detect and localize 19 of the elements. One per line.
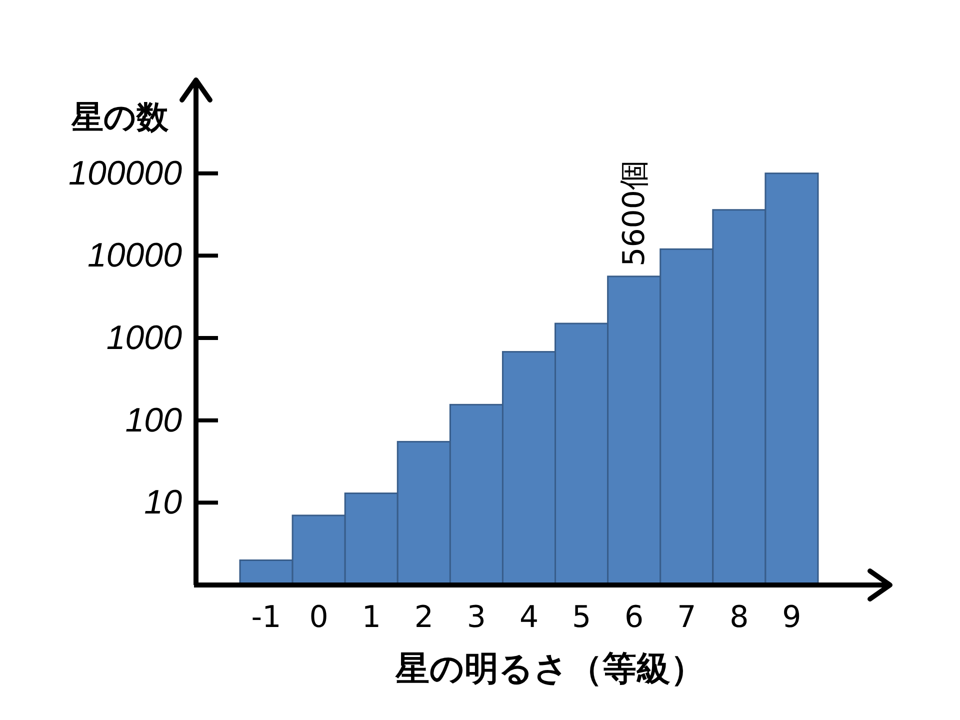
y-tick-label: 100000 [68, 154, 182, 192]
x-tick-label: 6 [624, 600, 644, 635]
x-tick-label: -1 [251, 600, 282, 635]
y-tick-label: 10000 [87, 236, 182, 275]
x-tick-label: 3 [466, 600, 486, 635]
y-axis-title: 星の数 [70, 98, 170, 136]
x-tick-label: 5 [572, 600, 592, 635]
y-tick-label: 100 [125, 401, 182, 440]
x-tick-label: 9 [782, 600, 802, 635]
x-axis-title: 星の明るさ（等級） [394, 649, 704, 689]
x-tick-label: 2 [414, 600, 434, 635]
x-tick-label: 8 [730, 600, 749, 635]
x-tick-label: 0 [309, 600, 328, 635]
annotation: 5600個 [617, 160, 652, 266]
x-tick-label: 1 [362, 600, 381, 635]
x-tick-label: 4 [519, 600, 539, 635]
y-tick-label: 10 [144, 484, 182, 522]
y-tick-label: 1000 [106, 319, 182, 357]
x-tick-label: 7 [677, 600, 696, 635]
